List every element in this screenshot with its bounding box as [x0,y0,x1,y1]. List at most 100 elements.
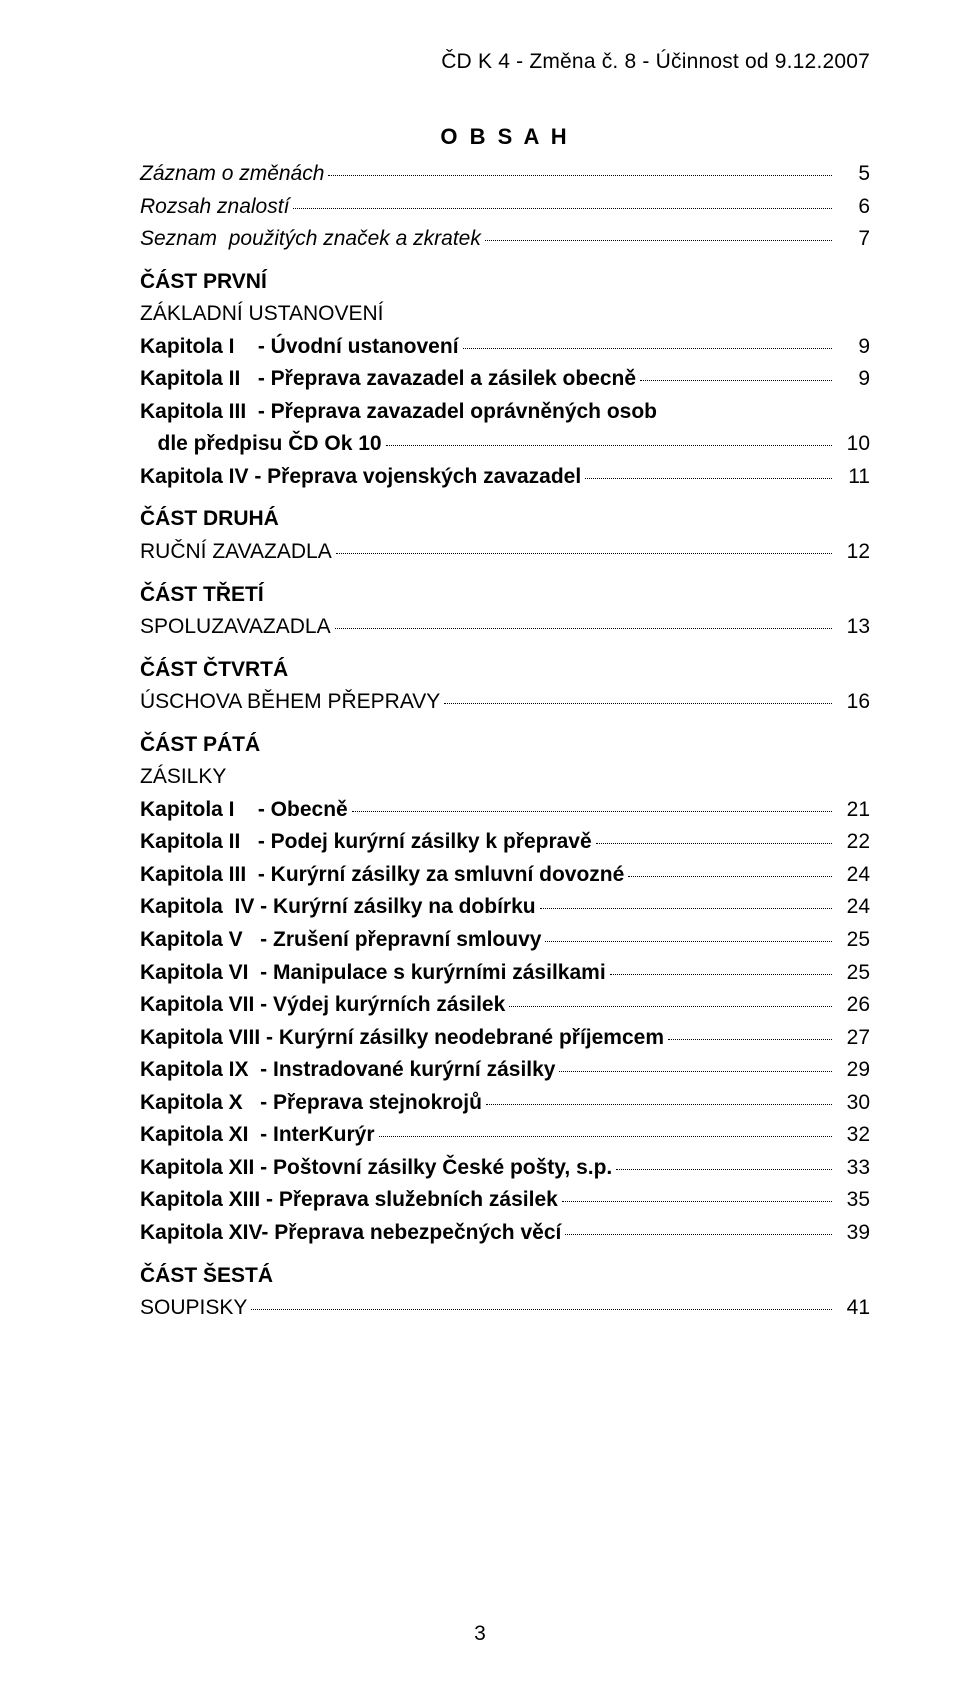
toc-row: RUČNÍ ZAVAZADLA12 [140,536,870,569]
toc-leader [596,843,832,844]
toc-entry-label: Kapitola XII - Poštovní zásilky České po… [140,1152,612,1185]
toc-entry-label: Kapitola VII - Výdej kurýrních zásilek [140,989,505,1022]
toc-leader [386,445,832,446]
toc-entry-page: 26 [836,989,870,1022]
toc-entry-label: Kapitola III - Kurýrní zásilky za smluvn… [140,859,624,892]
toc-entry-label: Kapitola II - Přeprava zavazadel a zásil… [140,363,636,396]
toc-entry-page: 22 [836,826,870,859]
toc-entry-page: 10 [836,428,870,461]
toc-row: ČÁST ŠESTÁ [140,1260,870,1293]
toc-entry-page: 33 [836,1152,870,1185]
toc-row: Kapitola IV - Přeprava vojenských zavaza… [140,461,870,494]
toc-leader [293,208,832,209]
document-header: ČD K 4 - Změna č. 8 - Účinnost od 9.12.2… [140,50,870,74]
toc-entry-label: ZÁSILKY [140,761,226,794]
toc-row: ČÁST PÁTÁ [140,729,870,762]
toc-entry-label: ČÁST ŠESTÁ [140,1260,273,1293]
toc-entry-page: 13 [836,611,870,644]
toc-entry-page: 9 [836,331,870,364]
toc-entry-page: 9 [836,363,870,396]
toc-row: Kapitola XI - InterKurýr32 [140,1119,870,1152]
toc-row: Kapitola II - Přeprava zavazadel a zásil… [140,363,870,396]
toc-entry-label: Kapitola IV - Přeprava vojenských zavaza… [140,461,581,494]
toc-title: O B S A H [140,124,870,150]
toc-entry-page: 6 [836,191,870,224]
toc-entry-label: ČÁST ČTVRTÁ [140,654,288,687]
toc-leader [444,703,832,704]
toc-leader [565,1234,832,1235]
toc-row: Kapitola III - Přeprava zavazadel oprávn… [140,396,870,429]
toc-leader [486,1104,832,1105]
toc-leader [628,876,832,877]
toc-leader [585,478,832,479]
toc-leader [616,1169,832,1170]
toc-row: Kapitola I - Úvodní ustanovení9 [140,331,870,364]
toc-row: ZÁSILKY [140,761,870,794]
toc-entry-label: ZÁKLADNÍ USTANOVENÍ [140,298,384,331]
toc-entry-page: 24 [836,859,870,892]
toc-leader [610,974,832,975]
toc-entry-label: ČÁST DRUHÁ [140,503,279,536]
toc-entry-page: 7 [836,223,870,256]
toc-row: ČÁST PRVNÍ [140,266,870,299]
toc-row: Kapitola XII - Poštovní zásilky České po… [140,1152,870,1185]
toc-entry-label: Kapitola VI - Manipulace s kurýrními zás… [140,957,606,990]
toc-row: Kapitola I - Obecně 21 [140,794,870,827]
toc-entry-page: 30 [836,1087,870,1120]
toc-leader [379,1136,832,1137]
toc-row: Kapitola VII - Výdej kurýrních zásilek 26 [140,989,870,1022]
toc-leader [463,348,832,349]
page-number: 3 [474,1622,486,1646]
toc-row: SPOLUZAVAZADLA13 [140,611,870,644]
toc-leader [509,1006,832,1007]
toc-entry-page: 16 [836,686,870,719]
toc-entry-label: Kapitola XIV- Přeprava nebezpečných věcí [140,1217,561,1250]
toc-leader [640,380,832,381]
toc-row: Kapitola V - Zrušení přepravní smlouvy25 [140,924,870,957]
document-page: ČD K 4 - Změna č. 8 - Účinnost od 9.12.2… [0,0,960,1686]
toc-entry-label: Kapitola X - Přeprava stejnokrojů [140,1087,482,1120]
toc-entry-label: Kapitola II - Podej kurýrní zásilky k př… [140,826,592,859]
toc-row: Kapitola III - Kurýrní zásilky za smluvn… [140,859,870,892]
toc-leader [335,628,832,629]
toc-entry-label: dle předpisu ČD Ok 10 [140,428,382,461]
toc-entry-page: 25 [836,957,870,990]
toc-entry-label: Kapitola I - Obecně [140,794,348,827]
toc-row: ČÁST TŘETÍ [140,579,870,612]
toc-row: Záznam o změnách 5 [140,158,870,191]
toc-entry-label: Záznam o změnách [140,158,324,191]
toc-row: Kapitola IV - Kurýrní zásilky na dobírku… [140,891,870,924]
toc-row: Kapitola IX - Instradované kurýrní zásil… [140,1054,870,1087]
toc-row: ČÁST ČTVRTÁ [140,654,870,687]
toc-leader [545,941,832,942]
toc-entry-page: 11 [836,461,870,494]
toc-entry-page: 27 [836,1022,870,1055]
toc-row: Kapitola XIII - Přeprava služebních zási… [140,1184,870,1217]
toc-entry-label: ČÁST TŘETÍ [140,579,264,612]
toc-entry-page: 29 [836,1054,870,1087]
toc-container: Záznam o změnách5Rozsah znalostí6Seznam … [140,158,870,1325]
toc-leader [336,553,832,554]
toc-row: Kapitola VI - Manipulace s kurýrními zás… [140,957,870,990]
toc-leader [485,240,832,241]
toc-row: ZÁKLADNÍ USTANOVENÍ [140,298,870,331]
toc-entry-page: 21 [836,794,870,827]
toc-entry-label: Kapitola IV - Kurýrní zásilky na dobírku [140,891,536,924]
toc-entry-page: 12 [836,536,870,569]
toc-entry-label: Seznam použitých značek a zkratek [140,223,481,256]
toc-row: dle předpisu ČD Ok 10 10 [140,428,870,461]
toc-row: Seznam použitých značek a zkratek 7 [140,223,870,256]
toc-leader [559,1071,832,1072]
toc-entry-page: 5 [836,158,870,191]
toc-entry-label: Rozsah znalostí [140,191,289,224]
toc-entry-label: Kapitola XIII - Přeprava služebních zási… [140,1184,558,1217]
toc-leader [540,908,832,909]
toc-entry-label: ČÁST PRVNÍ [140,266,267,299]
toc-row: Rozsah znalostí 6 [140,191,870,224]
toc-entry-page: 39 [836,1217,870,1250]
toc-row: Kapitola X - Přeprava stejnokrojů 30 [140,1087,870,1120]
toc-entry-label: ČÁST PÁTÁ [140,729,260,762]
toc-row: Kapitola XIV- Přeprava nebezpečných věcí… [140,1217,870,1250]
toc-row: ÚSCHOVA BĚHEM PŘEPRAVY16 [140,686,870,719]
toc-entry-page: 32 [836,1119,870,1152]
